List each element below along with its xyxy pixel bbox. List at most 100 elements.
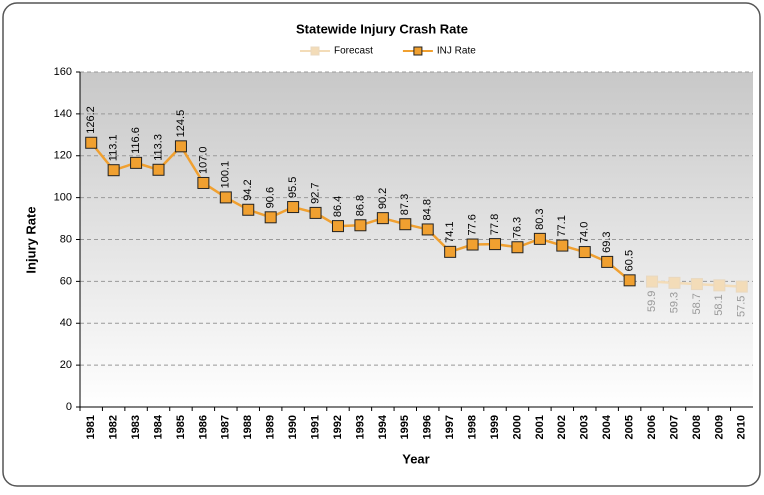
x-tick-label: 1982 [108,415,120,439]
data-label: 86.4 [332,196,344,217]
marker [309,206,322,219]
marker [690,278,703,291]
marker [264,211,277,224]
data-label: 58.7 [691,293,703,314]
y-tick-label: 60 [60,275,72,287]
data-label: 84.8 [422,199,434,220]
x-tick-label: 1988 [242,415,254,439]
marker [421,223,434,236]
y-tick-label: 20 [60,359,72,371]
data-label: 77.6 [466,214,478,235]
data-label: 80.3 [534,208,546,229]
y-axis-label: Injury Rate [23,206,38,273]
data-label: 74.1 [444,221,456,242]
data-label: 116.6 [130,127,142,154]
data-label: 77.8 [489,214,501,235]
marker [376,212,389,225]
data-label: 86.8 [354,195,366,216]
x-tick-label: 2002 [556,415,568,439]
x-tick-label: 2005 [624,415,636,439]
x-tick-label: 2009 [713,415,725,439]
y-tick-label: 160 [54,66,72,78]
data-label: 90.6 [265,187,277,208]
legend-marker [413,46,423,56]
marker [646,275,659,288]
data-label: 95.5 [287,177,299,198]
marker [130,156,143,169]
x-tick-label: 1994 [377,414,389,439]
data-label: 77.1 [556,215,568,236]
data-label: 126.2 [85,106,97,134]
marker [107,164,120,177]
marker [735,280,748,293]
data-label: 58.1 [713,294,725,315]
marker [601,255,614,268]
marker [466,238,479,251]
x-tick-label: 2004 [601,414,613,439]
data-label: 100.1 [220,161,232,189]
marker [578,246,591,259]
marker [354,219,367,232]
x-tick-label: 1995 [399,415,411,439]
x-tick-label: 2007 [668,415,680,439]
chart-title: Statewide Injury Crash Rate [296,21,468,36]
data-label: 59.3 [668,292,680,313]
y-tick-label: 0 [66,401,72,413]
data-label: 107.0 [197,146,209,174]
y-tick-label: 40 [60,317,72,329]
x-tick-label: 1990 [287,415,299,439]
marker [331,220,344,233]
x-tick-label: 2000 [511,415,523,439]
marker [556,239,569,252]
x-tick-label: 1999 [489,415,501,439]
x-tick-label: 2010 [736,415,748,439]
marker [444,245,457,258]
marker [287,201,300,214]
x-tick-label: 1986 [197,415,209,439]
x-tick-label: 2006 [646,415,658,439]
data-label: 94.2 [242,179,254,200]
marker [713,279,726,292]
marker [533,232,546,245]
data-label: 60.5 [624,250,636,271]
marker [85,136,98,149]
data-label: 69.3 [601,231,613,252]
x-tick-label: 1981 [85,415,97,439]
x-axis-label: Year [402,451,429,466]
x-tick-label: 1987 [220,415,232,439]
x-tick-label: 1989 [265,415,277,439]
marker [489,238,502,251]
marker [197,176,210,189]
data-label: 90.2 [377,188,389,209]
legend-label: Forecast [334,46,373,57]
x-tick-label: 1998 [466,415,478,439]
data-label: 59.9 [646,291,658,312]
legend-label: INJ Rate [437,46,476,57]
x-tick-label: 1984 [152,414,164,439]
data-label: 57.5 [736,296,748,317]
x-tick-label: 1991 [309,415,321,439]
marker [174,140,187,153]
marker [399,218,412,231]
y-tick-label: 120 [54,150,72,162]
data-label: 124.5 [175,110,187,138]
marker [668,276,681,289]
data-label: 74.0 [579,222,591,243]
data-label: 87.3 [399,194,411,215]
marker [511,241,524,254]
x-tick-label: 1983 [130,415,142,439]
data-label: 92.7 [309,182,321,203]
x-tick-label: 2001 [534,415,546,439]
y-tick-label: 80 [60,233,72,245]
data-label: 76.3 [511,217,523,238]
x-tick-label: 1985 [175,415,187,439]
marker [623,274,636,287]
x-tick-label: 2003 [579,415,591,439]
legend-marker [310,46,320,56]
x-tick-label: 1992 [332,415,344,439]
y-tick-label: 100 [54,192,72,204]
y-tick-label: 140 [54,108,72,120]
data-label: 113.1 [108,134,120,161]
x-tick-label: 1996 [422,415,434,439]
